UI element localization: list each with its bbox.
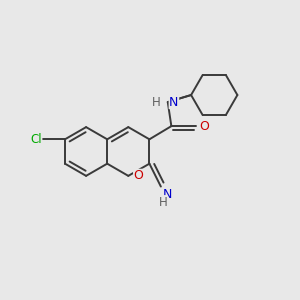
Text: O: O — [134, 169, 143, 182]
Text: N: N — [169, 95, 178, 109]
Text: Cl: Cl — [30, 133, 42, 146]
Text: H: H — [159, 196, 167, 209]
Text: H: H — [152, 95, 160, 109]
Text: O: O — [199, 120, 209, 133]
Text: N: N — [163, 188, 172, 201]
